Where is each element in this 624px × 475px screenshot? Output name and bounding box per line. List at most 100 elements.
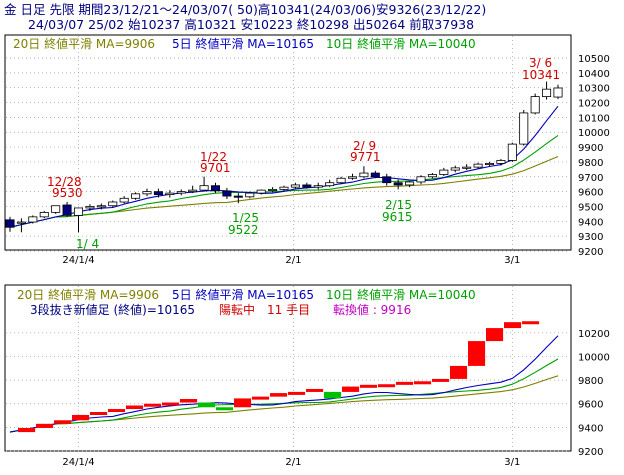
candle <box>256 189 266 195</box>
brick-up <box>270 393 288 397</box>
candle-body <box>484 163 495 166</box>
candle-body <box>96 205 106 208</box>
candle <box>484 161 495 167</box>
candle-body <box>108 201 118 207</box>
candle-body <box>16 221 26 224</box>
brick-up <box>162 402 180 406</box>
top-y-tick-label: 10400 <box>578 69 610 80</box>
candle-body <box>51 205 61 213</box>
annot-hi3-val: 9771 <box>350 150 381 164</box>
top-x-tick-label: 24/1/4 <box>62 255 94 266</box>
candle <box>382 173 392 186</box>
bottom-legend-ma10: 10日 終値平滑 MA=10040 <box>326 287 476 302</box>
annot-lo1-date: 1/ 4 <box>76 237 99 251</box>
annot-hi2-date: 1/22 <box>200 150 227 164</box>
candle-body <box>405 181 415 186</box>
candle-body <box>279 186 289 190</box>
new-price-bricks <box>18 321 540 433</box>
top-y-tick-label: 9700 <box>578 173 603 184</box>
candle-body <box>142 191 152 195</box>
candle <box>108 200 118 208</box>
brick-up <box>432 378 450 382</box>
brick-up <box>72 414 90 421</box>
bottom-x-axis: 24/1/4 2/1 3/1 <box>62 457 520 468</box>
candle-body <box>153 191 163 195</box>
candle-body <box>39 211 49 218</box>
candle-body <box>222 190 232 197</box>
top-legend-ma20: 20日 終値平滑 MA=9906 <box>13 36 155 51</box>
candle-body <box>416 176 426 183</box>
candle <box>290 182 300 189</box>
top-y-tick-label: 10000 <box>578 128 610 139</box>
candle-body <box>473 163 483 168</box>
brick-up <box>54 420 72 424</box>
bottom-moving-averages <box>9 335 559 433</box>
candle-body <box>462 166 472 169</box>
candle-body <box>245 192 255 198</box>
candle-body <box>176 191 186 194</box>
candle <box>210 182 221 194</box>
top-y-tick-label: 9200 <box>578 247 603 258</box>
bottom-y-axis: 10200 10000 9800 9600 9400 9200 <box>578 329 610 458</box>
candle <box>233 193 243 204</box>
candle-body <box>347 176 358 179</box>
top-plot-frame <box>4 34 572 251</box>
brick-up <box>180 399 198 403</box>
candle-body <box>62 204 72 216</box>
candle <box>96 203 106 210</box>
brick-up <box>360 384 378 388</box>
candle <box>416 175 426 185</box>
candle <box>73 207 84 233</box>
top-y-tick-label: 10200 <box>578 99 610 110</box>
candle <box>165 190 175 198</box>
top-y-tick-label: 9300 <box>578 232 603 243</box>
brick-up <box>450 365 468 379</box>
candle-body <box>268 188 278 191</box>
candle <box>462 164 472 171</box>
bottom-y-tick-label: 10000 <box>578 352 610 363</box>
bottom-y-tick-label: 9600 <box>578 400 603 411</box>
bottom-y-tick-label: 9400 <box>578 423 603 434</box>
bottom-y-tick-label: 10200 <box>578 329 610 340</box>
bottom-status-switch: 転換値 : 9916 <box>333 302 411 317</box>
candle <box>370 170 380 179</box>
candle <box>347 173 358 180</box>
annot-hi4-val: 10341 <box>522 68 560 82</box>
brick-down <box>198 402 216 408</box>
top-y-tick-label: 10100 <box>578 113 610 124</box>
candlesticks <box>5 81 563 233</box>
brick-up <box>108 409 126 413</box>
candle <box>222 187 232 200</box>
candle <box>439 167 449 177</box>
candle-body <box>336 177 346 184</box>
candle <box>325 179 335 188</box>
candle <box>473 162 483 169</box>
annot-lo2-date: 1/25 <box>232 211 259 225</box>
top-y-tick-label: 10500 <box>578 54 610 65</box>
candle <box>553 84 563 100</box>
brick-down <box>216 407 234 411</box>
ma5-line <box>9 335 559 433</box>
annot-hi4-date: 3/ 6 <box>529 56 552 70</box>
candle <box>336 176 346 185</box>
candle <box>16 218 26 233</box>
candle-body <box>427 174 437 178</box>
candle-body <box>199 185 209 191</box>
candle-body <box>359 172 369 178</box>
candle <box>39 210 49 219</box>
top-legend-ma5: 5日 終値平滑 MA=10165 <box>172 36 314 51</box>
candle <box>450 165 460 173</box>
top-y-tick-label: 10300 <box>578 84 610 95</box>
brick-up <box>18 427 36 433</box>
candle <box>393 179 403 190</box>
candle <box>359 166 369 179</box>
candle-body <box>73 207 84 216</box>
candle-body <box>496 160 506 164</box>
candle-body <box>370 172 380 178</box>
candle <box>62 202 72 217</box>
brick-up <box>126 405 144 410</box>
brick-up <box>504 322 522 329</box>
bottom-x-tick-label: 2/1 <box>285 457 301 468</box>
top-legend-ma10: 10日 終値平滑 MA=10040 <box>326 36 476 51</box>
